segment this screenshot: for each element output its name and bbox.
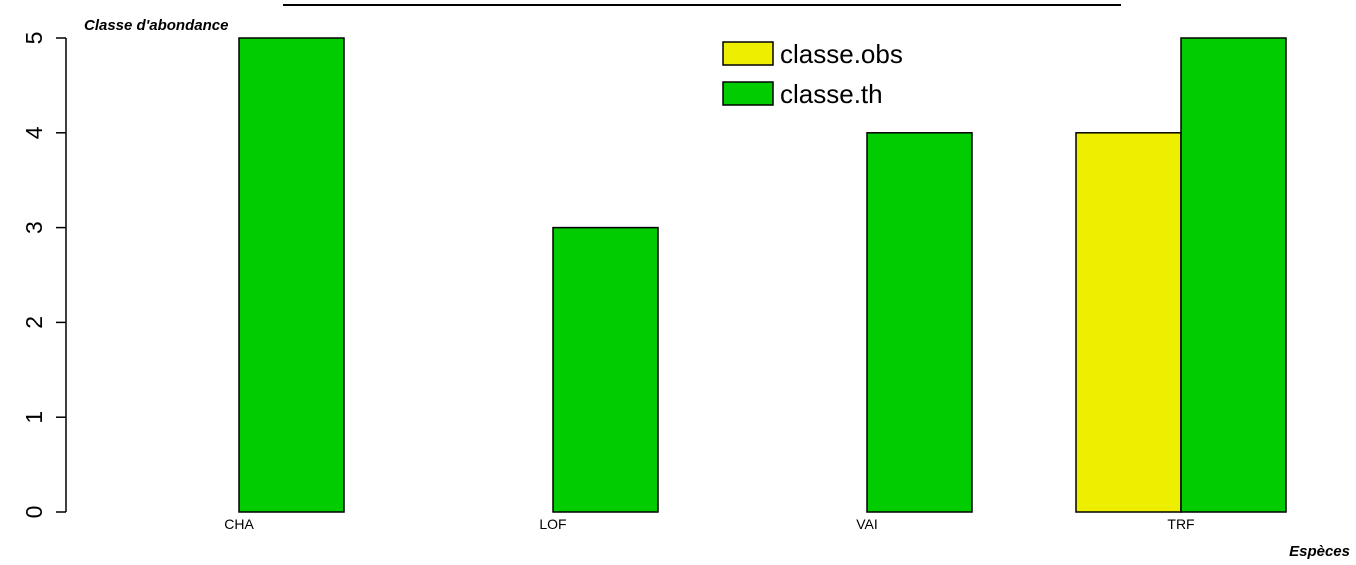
x-category-label: LOF — [539, 516, 566, 532]
y-tick-label: 4 — [21, 126, 47, 139]
x-category-labels: CHA LOF VAI TRF — [224, 516, 1194, 532]
legend-swatch — [722, 41, 774, 66]
bars-group — [238, 37, 1287, 513]
legend: classe.obs classe.th — [722, 39, 903, 109]
bar-lof-classe-th — [552, 226, 659, 513]
y-tick-label: 2 — [21, 316, 47, 329]
y-tick-label: 1 — [21, 411, 47, 424]
y-axis-title: Classe d'abondance — [84, 17, 228, 34]
y-tick-label: 5 — [21, 32, 47, 45]
x-axis-title: Espèces — [1289, 543, 1350, 560]
x-category-label: TRF — [1167, 516, 1194, 532]
bar-vai-classe-th — [866, 132, 973, 513]
x-category-label: VAI — [856, 516, 878, 532]
legend-label: classe.th — [780, 79, 883, 109]
y-tick-label: 0 — [21, 506, 47, 519]
y-axis-ticks: 0 1 2 3 4 5 — [21, 32, 66, 519]
legend-swatch — [722, 81, 774, 106]
legend-label: classe.obs — [780, 39, 903, 69]
bar-cha-classe-th — [238, 37, 345, 513]
bar-trf-classe-obs — [1075, 132, 1182, 513]
bar-trf-classe-th — [1180, 37, 1287, 513]
x-category-label: CHA — [224, 516, 254, 532]
y-tick-label: 3 — [21, 221, 47, 234]
